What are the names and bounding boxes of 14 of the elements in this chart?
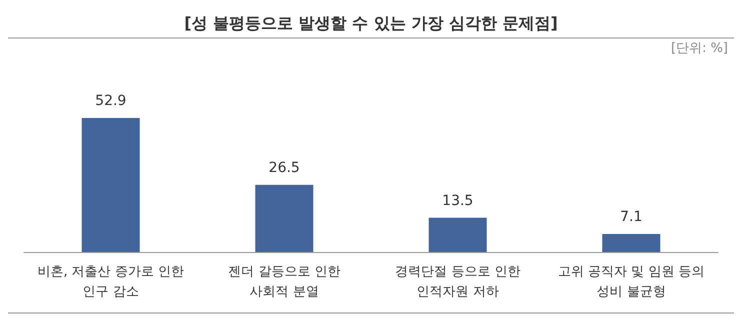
text: [단위: %] — [670, 41, 728, 56]
bar — [82, 118, 140, 252]
x-tick-label: 경력단절 등으로 인한 인적자원 저하 — [395, 264, 520, 300]
x-tick-label: 젠더 갈등으로 인한 사회적 분열 — [228, 264, 340, 300]
data-label: 52.9 — [95, 92, 126, 109]
x-tick-label: 비혼, 저출산 증가로 인한 인구 감소 — [37, 264, 184, 300]
bar — [255, 184, 314, 252]
data-label: 7.1 — [620, 209, 642, 226]
data-label: 13.5 — [442, 192, 474, 209]
bar — [602, 234, 660, 252]
x-tick-label: 고위 공직자 및 임원 등의 성비 불균형 — [558, 264, 705, 300]
data-label: 26.5 — [268, 160, 300, 176]
bar — [428, 218, 487, 252]
chart-title: [성 불평등으로 발생할 수 있는 가장 심각한 문제점] — [184, 14, 558, 32]
